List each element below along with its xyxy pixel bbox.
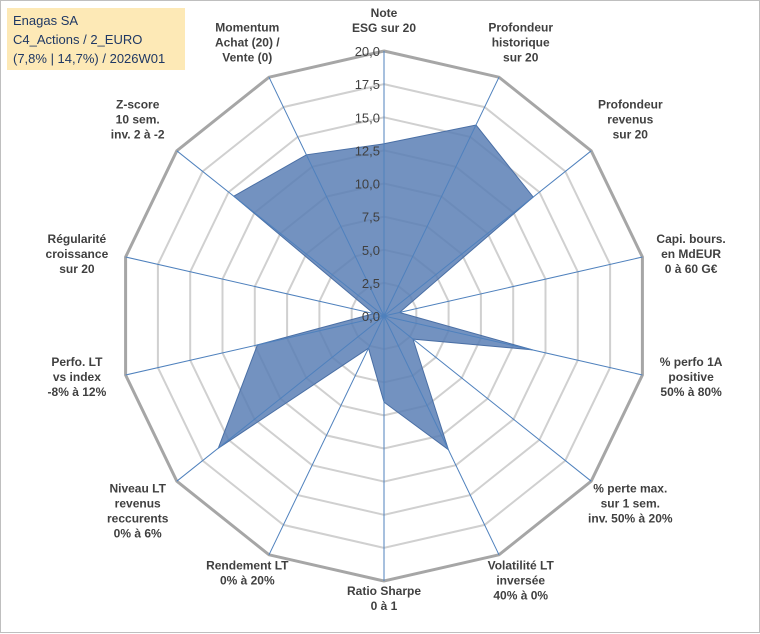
axis-label-line: inv. 50% à 20%	[588, 512, 673, 526]
axis-label: Niveau LT revenus reccurents 0% à 6%	[107, 482, 169, 541]
axis-spoke	[125, 256, 385, 317]
axis-label-line: Perfo. LT	[51, 355, 103, 369]
axis-label-line: Capi. bours.	[656, 232, 725, 246]
tick-label: 5,0	[362, 243, 380, 258]
axis-spoke	[176, 150, 385, 317]
axis-label-line: ESG sur 20	[352, 21, 416, 35]
axis-label: % perfo 1A positive 50% à 80%	[660, 355, 723, 399]
axis-label-line: 0% à 20%	[220, 574, 275, 588]
axis-label: Volatilité LT inversée 40% à 0%	[488, 559, 555, 603]
axis-label-line: Régularité	[48, 232, 107, 246]
axis-label-line: Note	[371, 6, 398, 20]
axis-label-line: 0% à 6%	[114, 527, 162, 541]
axis-label-line: Volatilité LT	[488, 559, 555, 573]
axis-label-line: Profondeur	[488, 20, 553, 34]
tick-label: 7,5	[362, 210, 380, 225]
chart-title-category: C4_Actions / 2_EURO	[13, 32, 143, 47]
axis-label-line: Profondeur	[598, 97, 663, 111]
axis-label: Perfo. LT vs index -8% à 12%	[48, 355, 107, 399]
tick-label: 15,0	[355, 110, 380, 125]
tick-label: 20,0	[355, 44, 380, 59]
axis-label-line: Z-score	[116, 97, 160, 111]
axis-label-line: revenus	[607, 112, 653, 126]
axis-label-line: 0 à 60 G€	[665, 262, 718, 276]
axis-label-line: 10 sem.	[116, 112, 160, 126]
axis-label-line: Niveau LT	[109, 482, 166, 496]
axis-label-line: % perfo 1A	[660, 355, 723, 369]
axis-label-line: en MdEUR	[661, 247, 721, 261]
axis-label-line: Momentum	[215, 20, 279, 34]
axis-label-line: positive	[668, 370, 714, 384]
chart-title-box: Enagas SA C4_Actions / 2_EURO (7,8% | 14…	[7, 8, 185, 70]
axis-spoke	[383, 256, 643, 317]
axis-label-line: Achat (20) /	[215, 35, 280, 49]
axis-label-line: historique	[492, 35, 550, 49]
axis-label-line: sur 1 sem.	[601, 497, 660, 511]
axis-label: Z-score 10 sem. inv. 2 à -2	[111, 97, 165, 141]
axis-label-line: -8% à 12%	[48, 385, 107, 399]
axis-label-line: sur 20	[503, 50, 539, 64]
axis-label-line: % perte max.	[593, 482, 667, 496]
tick-label: 0,0	[362, 309, 380, 324]
axis-label-line: inversée	[496, 574, 545, 588]
chart-title-stats: (7,8% | 14,7%) / 2026W01	[13, 51, 166, 66]
tick-label: 12,5	[355, 143, 380, 158]
axis-label-line: Vente (0)	[222, 50, 272, 64]
axis-label-line: 50% à 80%	[660, 385, 722, 399]
axis-label: Note ESG sur 20	[352, 6, 416, 35]
tick-label: 10,0	[355, 177, 380, 192]
axis-label: Rendement LT 0% à 20%	[206, 559, 289, 588]
axis-label: Profondeur revenus sur 20	[598, 97, 663, 141]
axis-label: Profondeur historique sur 20	[488, 20, 553, 64]
axis-label-line: sur 20	[613, 127, 649, 141]
axis-spoke	[383, 76, 500, 317]
axis-label-line: 40% à 0%	[493, 589, 548, 603]
tick-label: 2,5	[362, 276, 380, 291]
axis-label-line: Ratio Sharpe	[347, 584, 421, 598]
axis-label: Capi. bours. en MdEUR 0 à 60 G€	[656, 232, 725, 276]
axis-spoke	[176, 315, 385, 482]
axis-label: Ratio Sharpe 0 à 1	[347, 584, 421, 613]
axis-label-line: croissance	[46, 247, 109, 261]
axis-label-line: reccurents	[107, 512, 169, 526]
axis-label-line: vs index	[53, 370, 101, 384]
axis-label-line: sur 20	[59, 262, 95, 276]
axis-label-line: revenus	[115, 497, 161, 511]
axis-label-line: Rendement LT	[206, 559, 289, 573]
axis-label: Momentum Achat (20) / Vente (0)	[215, 20, 280, 64]
axis-label: % perte max. sur 1 sem. inv. 50% à 20%	[588, 482, 673, 526]
axis-spoke	[125, 315, 385, 376]
chart-title-company: Enagas SA	[13, 13, 79, 28]
axis-spoke	[268, 315, 385, 556]
axis-spoke	[268, 76, 385, 317]
axis-label-line: inv. 2 à -2	[111, 127, 165, 141]
axis-spoke	[383, 315, 643, 376]
tick-label: 17,5	[355, 77, 380, 92]
axis-spoke	[383, 315, 500, 556]
axis-label: Régularité croissance sur 20	[46, 232, 109, 276]
axis-spoke	[383, 315, 592, 482]
axis-spoke	[383, 150, 592, 317]
axis-label-line: 0 à 1	[371, 599, 398, 613]
